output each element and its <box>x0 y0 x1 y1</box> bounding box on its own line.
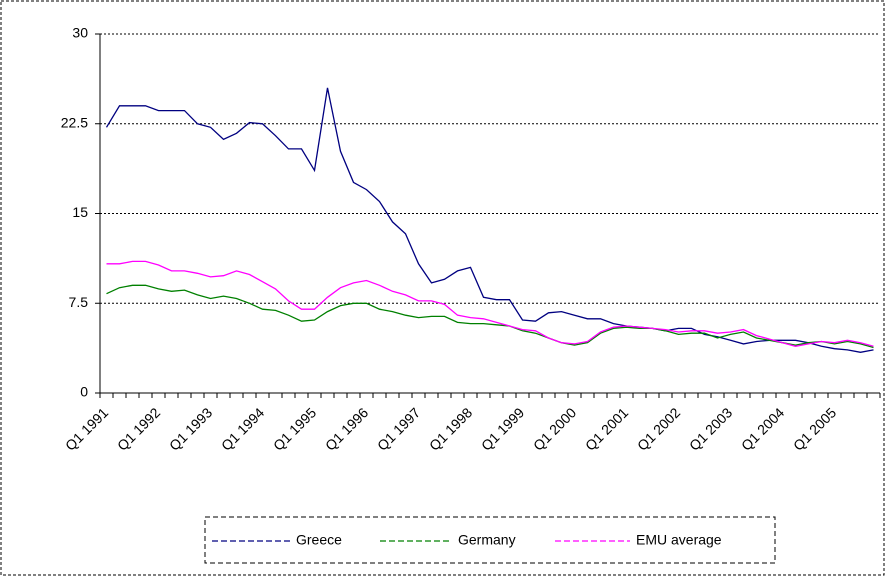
legend-box <box>204 516 776 564</box>
y-tick-label: 15 <box>72 204 88 220</box>
x-tick-label: Q1 1991 <box>62 404 111 453</box>
x-tick-label: Q1 2002 <box>634 404 683 453</box>
x-tick-label: Q1 1996 <box>322 404 371 453</box>
y-tick-label: 22.5 <box>61 114 88 130</box>
y-tick-label: 0 <box>80 384 88 400</box>
x-tick-label: Q1 1998 <box>426 404 475 453</box>
x-tick-label: Q1 1995 <box>270 404 319 453</box>
series-line <box>106 284 874 349</box>
x-tick-label: Q1 2004 <box>738 404 787 453</box>
series-line <box>105 87 874 353</box>
series-line <box>106 260 874 347</box>
x-tick-label: Q1 2001 <box>582 404 631 453</box>
x-tick-label: Q1 2000 <box>530 404 579 453</box>
x-tick-label: Q1 1997 <box>374 404 423 453</box>
x-tick-label: Q1 1999 <box>478 404 527 453</box>
x-tick-label: Q1 2005 <box>790 404 839 453</box>
x-tick-label: Q1 1993 <box>166 404 215 453</box>
legend-label: EMU average <box>636 532 722 548</box>
x-tick-label: Q1 1994 <box>218 404 267 453</box>
legend-label: Greece <box>296 532 342 548</box>
y-tick-label: 7.5 <box>69 294 89 310</box>
y-tick-label: 30 <box>72 25 88 41</box>
x-tick-label: Q1 2003 <box>686 404 735 453</box>
legend-label: Germany <box>458 532 516 548</box>
x-tick-label: Q1 1992 <box>114 404 163 453</box>
